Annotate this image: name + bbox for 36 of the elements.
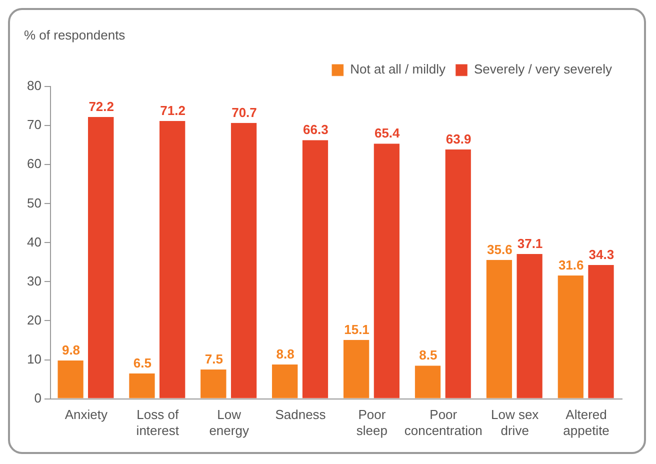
data-label: 31.6: [558, 258, 584, 273]
data-label: 37.1: [517, 236, 543, 252]
data-label: 8.8: [276, 346, 294, 362]
y-tick-label: 10: [26, 351, 42, 366]
y-tick-label: 20: [26, 312, 42, 328]
legend-label: Not at all / mildly: [350, 62, 446, 77]
x-tick-label: Altered appetite: [563, 407, 610, 438]
y-tick-label: 70: [26, 117, 42, 132]
data-label: 34.3: [588, 247, 614, 262]
data-label: 6.5: [133, 356, 152, 371]
y-tick-label: 0: [34, 390, 42, 406]
data-label: 63.9: [446, 132, 472, 147]
x-tick-label: Low sex drive: [490, 407, 540, 438]
y-tick-label: 60: [26, 156, 42, 172]
data-label: 35.6: [487, 242, 512, 257]
x-tick-label: Low energy: [209, 407, 250, 438]
data-label: 71.2: [160, 103, 186, 118]
data-label: 15.1: [344, 322, 370, 337]
data-label: 7.5: [204, 352, 223, 367]
x-tick-label: Poor concentration: [404, 407, 482, 438]
x-tick-label: Sadness: [275, 407, 326, 422]
data-label: 65.4: [374, 126, 401, 141]
x-tick-label: Poor sleep: [356, 407, 388, 438]
data-label: 8.5: [419, 348, 438, 363]
y-tick-label: 80: [26, 78, 42, 94]
data-label: 70.7: [232, 104, 257, 120]
x-tick-label: Anxiety: [64, 407, 108, 422]
legend-label: Severely / very severely: [474, 62, 612, 77]
y-tick-label: 50: [26, 195, 42, 210]
data-label: 72.2: [88, 99, 114, 114]
x-tick-label: Loss of interest: [136, 407, 180, 438]
data-label: 9.8: [62, 342, 80, 358]
data-label: 66.3: [303, 122, 328, 138]
y-tick-label: 40: [26, 234, 42, 250]
y-axis-title: % of respondents: [24, 27, 126, 42]
y-tick-label: 30: [26, 273, 42, 288]
